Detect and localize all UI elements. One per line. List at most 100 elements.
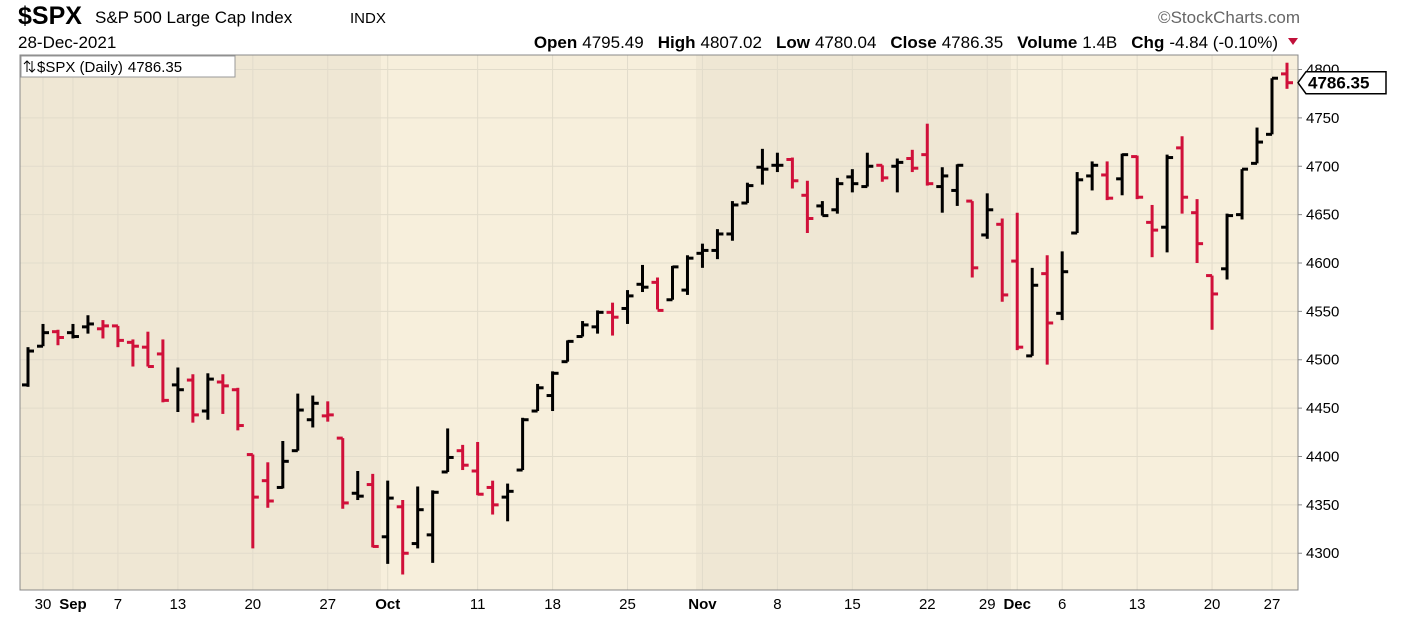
ohlc-bar (1116, 153, 1129, 196)
legend-text: $SPX (Daily) 4786.35 (37, 59, 182, 76)
ohlc-bar (186, 374, 199, 423)
ohlc-bar (216, 374, 229, 414)
y-tick-label: 4550 (1306, 303, 1339, 320)
y-tick-label: 4450 (1306, 400, 1339, 417)
ohlc-bar (831, 177, 844, 214)
x-tick-label: 27 (319, 596, 336, 613)
ohlc-bar (516, 417, 529, 472)
ohlc-bar (861, 152, 874, 189)
ohlc-bar (96, 320, 109, 339)
ohlc-bar (66, 323, 79, 339)
index-name: S&P 500 Large Cap Index (95, 8, 293, 27)
x-tick-label: 11 (470, 596, 486, 613)
ohlc-bar (1236, 167, 1249, 220)
x-tick-label: 18 (544, 596, 561, 613)
ohlc-bar (1131, 155, 1144, 200)
stat-label: Volume (1017, 33, 1077, 52)
ohlc-bar (351, 471, 364, 501)
x-tick-label: 22 (919, 596, 936, 613)
y-tick-label: 4750 (1306, 110, 1339, 127)
ohlc-bar (1191, 199, 1204, 264)
ohlc-bar (1146, 204, 1159, 258)
ohlc-bar (891, 158, 904, 193)
ohlc-bar (996, 218, 1009, 302)
x-tick-label: Nov (688, 596, 717, 613)
price-tag-label: 4786.35 (1308, 74, 1369, 93)
ohlc-bar (531, 383, 544, 413)
ohlc-bar (321, 401, 334, 422)
stat-label: Chg (1131, 33, 1164, 52)
ohlc-bar (171, 367, 184, 412)
ohlc-bar (711, 229, 724, 260)
stat-value: 4795.49 (582, 33, 643, 52)
ohlc-bar (816, 201, 829, 218)
ohlc-bar (936, 167, 949, 213)
ohlc-bar (336, 436, 349, 509)
x-tick-label: 27 (1264, 596, 1281, 613)
x-tick-label: 15 (844, 596, 861, 613)
ohlc-bar (381, 480, 394, 564)
x-tick-label: 20 (244, 596, 261, 613)
x-tick-label: 13 (1129, 596, 1146, 613)
x-tick-label: 20 (1204, 596, 1221, 613)
ohlc-bar (786, 157, 799, 189)
stat-label: Low (776, 33, 811, 52)
y-tick-label: 4500 (1306, 352, 1339, 369)
ohlc-bar (501, 483, 514, 522)
y-tick-label: 4700 (1306, 158, 1339, 175)
ohlc-bar (411, 486, 424, 549)
date: 28-Dec-2021 (18, 33, 116, 52)
ohlc-bar (276, 441, 289, 489)
stat-value: -4.84 (-0.10%) (1169, 33, 1278, 52)
ohlc-bar (366, 473, 379, 548)
ohlc-bar (456, 444, 469, 471)
legend (20, 55, 236, 78)
ohlc-bar (906, 149, 919, 173)
marks (22, 62, 1293, 575)
ohlc-bar (651, 277, 664, 312)
ohlc-bar (1176, 136, 1189, 214)
x-tick-label: Dec (1003, 596, 1031, 613)
plot-border (19, 54, 1299, 591)
stat-label: Open (534, 33, 577, 52)
ohlc-bar (1281, 62, 1293, 89)
ohlc-bar (471, 441, 484, 496)
month-band (20, 55, 381, 590)
y-tick-label: 4400 (1306, 448, 1339, 465)
ohlc-bar (981, 193, 994, 239)
ohlc-bar (1206, 274, 1219, 330)
ohlc-bar (921, 123, 934, 186)
ohlc-bar (876, 163, 889, 182)
y-tick-label: 4650 (1306, 207, 1339, 224)
ohlc-bar (36, 323, 49, 348)
ohlc-bar (591, 310, 604, 334)
ohlc-bar (1161, 154, 1174, 253)
ohlc-bar (576, 321, 589, 339)
x-tick-label: 8 (773, 596, 781, 613)
ohlc-bar (1041, 255, 1054, 365)
ohlc-bar (801, 180, 814, 234)
ohlc-bar (141, 331, 154, 369)
ohlc-bar (1086, 161, 1099, 191)
month-band (696, 55, 1011, 590)
legend-icon (23, 60, 36, 73)
ohlc-bar (486, 480, 499, 515)
ohlc-bar (1056, 251, 1069, 321)
x-tick-label: 7 (114, 596, 122, 613)
ohlc-bar (771, 152, 784, 173)
y-tick-label: 4300 (1306, 545, 1339, 562)
ohlc-bar (1266, 76, 1279, 136)
ohlc-bar (111, 324, 124, 348)
ohlc-bar (306, 395, 319, 428)
y-tick-label: 4600 (1306, 255, 1339, 272)
stat-label: High (658, 33, 696, 52)
ohlc-bar (681, 255, 694, 295)
grid (20, 55, 1298, 590)
ohlc-bar (1026, 267, 1039, 358)
ohlc-bar (246, 453, 259, 549)
ohlc-bar (22, 347, 34, 387)
ohlc-bar (756, 148, 769, 185)
exchange: INDX (350, 10, 386, 27)
x-tick-label: Oct (375, 596, 400, 613)
x-tick-label: 30 (35, 596, 52, 613)
